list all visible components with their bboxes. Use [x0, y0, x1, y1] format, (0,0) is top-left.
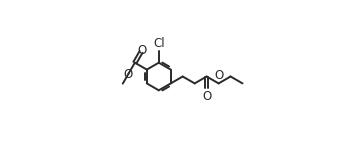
Text: O: O [202, 90, 211, 103]
Text: Cl: Cl [153, 37, 165, 50]
Text: O: O [124, 68, 132, 81]
Text: O: O [215, 69, 224, 82]
Text: O: O [137, 44, 147, 57]
